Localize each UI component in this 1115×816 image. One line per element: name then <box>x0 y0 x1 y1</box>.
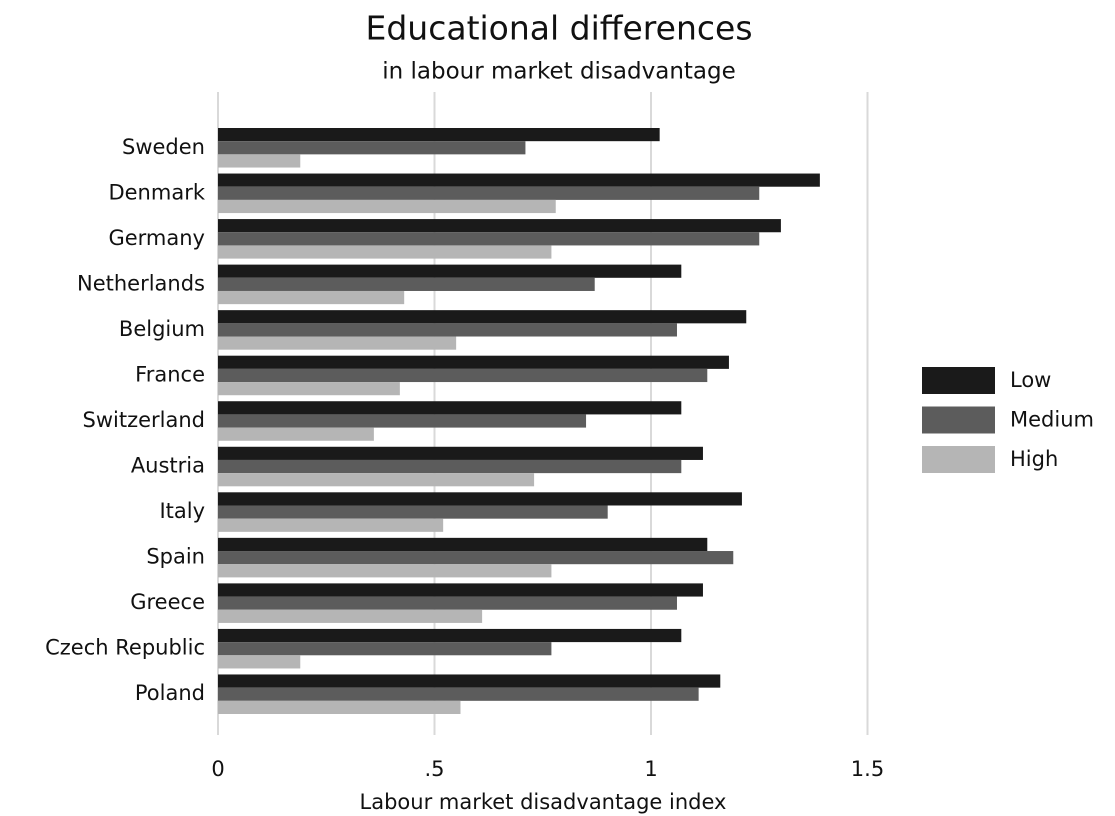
bar <box>218 700 461 714</box>
y-tick-label: Germany <box>108 226 205 250</box>
y-tick-label: Netherlands <box>77 271 205 295</box>
bar <box>218 609 483 623</box>
bar <box>218 473 535 487</box>
bar <box>218 414 587 428</box>
y-tick-label: France <box>135 362 205 386</box>
bar <box>218 583 703 597</box>
chart-subtitle: in labour market disadvantage <box>382 59 736 85</box>
bar <box>218 264 682 278</box>
bar <box>218 219 781 233</box>
bar <box>218 186 760 200</box>
y-tick-label: Austria <box>131 454 205 478</box>
bar <box>218 141 526 155</box>
bar <box>218 290 405 305</box>
y-tick-label: Czech Republic <box>45 636 205 660</box>
bar <box>218 128 660 142</box>
bar <box>218 551 734 565</box>
bar <box>218 642 552 656</box>
bar <box>218 505 608 519</box>
bar <box>218 232 760 246</box>
bar <box>218 310 747 324</box>
bar <box>218 154 301 168</box>
bar <box>218 628 682 643</box>
y-tick-label: Sweden <box>122 135 205 159</box>
bar <box>218 687 699 701</box>
x-tick-label: 1.5 <box>851 757 884 781</box>
bar <box>218 368 708 383</box>
bar <box>218 245 552 259</box>
bar <box>218 537 708 552</box>
y-tick-label: Switzerland <box>83 408 206 432</box>
bar <box>218 199 556 214</box>
bar <box>218 336 457 350</box>
legend-label: High <box>1010 447 1058 471</box>
bar <box>218 173 820 187</box>
bar <box>218 518 444 532</box>
y-tick-label: Belgium <box>119 317 205 341</box>
bar <box>218 446 703 460</box>
y-tick-label: Greece <box>130 590 205 614</box>
y-tick-label: Poland <box>135 681 205 705</box>
bar <box>218 674 721 688</box>
y-tick-label: Spain <box>146 545 205 569</box>
bar <box>218 382 400 396</box>
bar <box>218 596 677 610</box>
legend-label: Low <box>1010 368 1051 392</box>
y-tick-label: Italy <box>159 499 205 523</box>
legend-label: Medium <box>1010 408 1094 432</box>
legend-swatch <box>922 446 995 473</box>
bar <box>218 564 552 578</box>
y-tick-label: Denmark <box>108 180 205 204</box>
bar <box>218 401 682 415</box>
bar <box>218 355 729 369</box>
legend-swatch <box>922 406 995 434</box>
x-tick-label: .5 <box>424 757 444 781</box>
bar <box>218 655 301 669</box>
bar <box>218 427 374 441</box>
bar <box>218 459 682 474</box>
legend-swatch <box>922 367 995 394</box>
x-tick-label: 1 <box>644 757 657 781</box>
x-tick-label: 0 <box>211 757 224 781</box>
bar <box>218 323 677 337</box>
bar <box>218 277 595 291</box>
x-axis-label: Labour market disadvantage index <box>360 790 727 814</box>
bar <box>218 492 742 506</box>
chart-title: Educational differences <box>365 9 752 48</box>
